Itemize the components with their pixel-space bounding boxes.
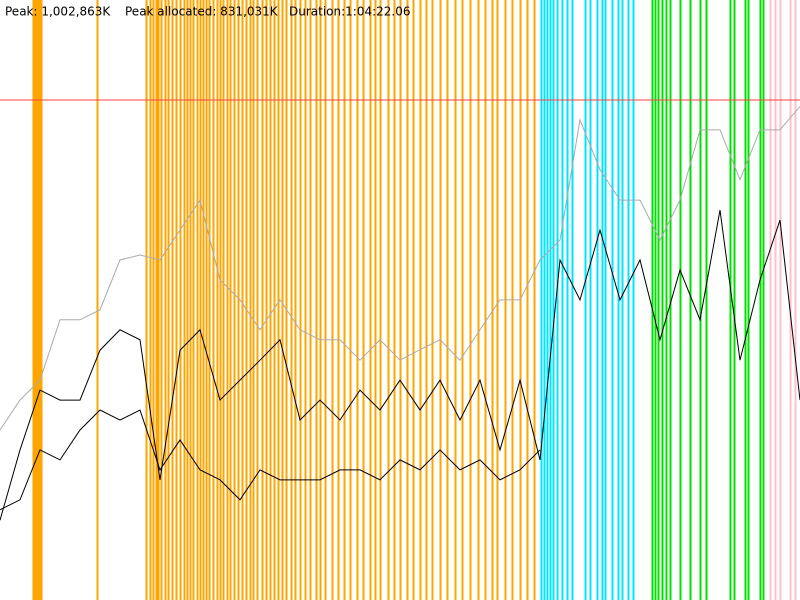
peak-allocated-text: Peak allocated: 831,031K: [125, 5, 279, 19]
series-line: [0, 210, 800, 521]
series-line: [0, 409, 541, 511]
series-line: [0, 106, 800, 431]
lines: [0, 99, 800, 521]
peak-text: Peak: 1,002,863K: [5, 5, 111, 19]
duration-text: Duration:1:04:22.06: [289, 5, 411, 19]
events: [32, 0, 797, 600]
